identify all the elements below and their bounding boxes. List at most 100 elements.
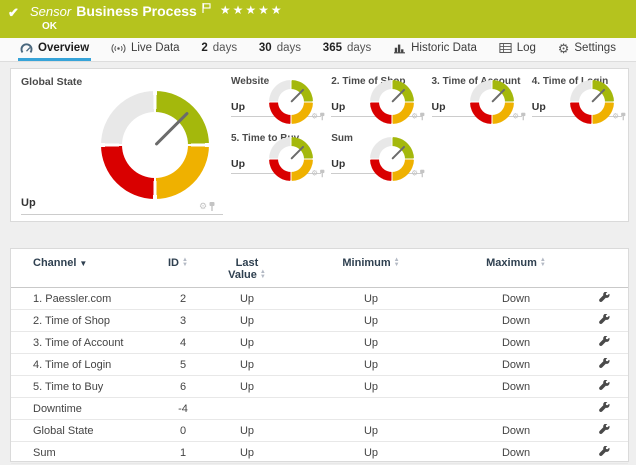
maximum-value: Down <box>501 336 531 349</box>
gauge-value: Up <box>431 101 446 113</box>
channel-name[interactable]: 5. Time to Buy <box>33 380 104 393</box>
table-row[interactable]: 5. Time to Buy 6 Up Up Down <box>11 376 628 398</box>
channel-name[interactable]: Sum <box>33 446 56 459</box>
column-header-id[interactable]: ID ▲ ▼ <box>168 257 198 269</box>
gear-icon[interactable]: ⚙ <box>411 168 419 178</box>
channel-name[interactable]: 3. Time of Account <box>33 336 124 349</box>
channel-name[interactable]: Downtime <box>33 402 82 415</box>
gear-icon[interactable]: ⚙ <box>511 111 519 121</box>
channel-name[interactable]: Global State <box>33 424 94 437</box>
table-row[interactable]: 2. Time of Shop 3 Up Up Down <box>11 310 628 332</box>
pin-icon[interactable] <box>320 169 325 178</box>
edit-channel-wrench-icon[interactable] <box>599 313 610 325</box>
pin-icon[interactable] <box>420 112 425 121</box>
gauge-cell-time-of-login: 4. Time of Login Up ⚙ <box>528 73 628 130</box>
edit-channel-wrench-icon[interactable] <box>599 291 610 303</box>
maximum-value: Down <box>501 358 531 371</box>
gauge-cell-empty <box>528 130 628 187</box>
channel-id: -4 <box>178 402 188 415</box>
column-header-minimum[interactable]: Minimum ▲ ▼ <box>296 257 446 269</box>
sensor-name: Business Process <box>76 3 197 19</box>
channel-name[interactable]: 2. Time of Shop <box>33 314 111 327</box>
table-row[interactable]: Downtime -4 <box>11 398 628 420</box>
pin-icon[interactable] <box>320 112 325 121</box>
gear-icon[interactable]: ⚙ <box>612 111 619 121</box>
gauge-title: 4. Time of Login <box>531 76 609 87</box>
edit-channel-wrench-icon[interactable] <box>599 445 610 457</box>
pin-icon[interactable] <box>209 202 215 211</box>
column-label: Maximum <box>486 257 537 269</box>
channels-table-panel: Channel ▼ ID ▲ ▼ Last Value ▲ ▼ Minimum ▲ ▼ <box>10 248 629 464</box>
edit-channel-wrench-icon[interactable] <box>599 357 610 369</box>
column-header-maximum[interactable]: Maximum ▲ ▼ <box>446 257 586 269</box>
bar-chart-icon <box>393 43 406 54</box>
last-value: Up <box>239 446 255 459</box>
column-header-last-value[interactable]: Last Value ▲ ▼ <box>198 257 296 281</box>
gear-icon[interactable]: ⚙ <box>199 201 208 211</box>
tab-historic-data-label: Historic Data <box>411 42 477 54</box>
table-row[interactable]: 4. Time of Login 5 Up Up Down <box>11 354 628 376</box>
gauge-needle <box>491 88 506 103</box>
tab-historic-data[interactable]: Historic Data <box>391 38 479 61</box>
gauge-cell-time-of-account: 3. Time of Account Up ⚙ <box>428 73 528 130</box>
gear-icon[interactable]: ⚙ <box>311 111 319 121</box>
edit-channel-wrench-icon[interactable] <box>599 379 610 391</box>
status-ok-check-icon: ✔ <box>8 5 19 20</box>
tab-log[interactable]: Log <box>497 38 538 61</box>
edit-channel-wrench-icon[interactable] <box>599 401 610 413</box>
column-header-channel[interactable]: Channel ▼ <box>33 257 168 270</box>
gauge-value: Up <box>21 197 36 209</box>
table-row[interactable]: 3. Time of Account 4 Up Up Down <box>11 332 628 354</box>
priority-stars[interactable]: ★★★★★ <box>219 3 284 17</box>
tab-2-days-number: 2 <box>201 42 208 54</box>
gauge-cell-time-of-shop: 2. Time of Shop Up ⚙ <box>327 73 427 130</box>
channel-name[interactable]: 4. Time of Login <box>33 358 112 371</box>
gauge-cell-sum: Sum Up ⚙ <box>327 130 427 187</box>
maximum-value: Down <box>501 446 531 459</box>
tab-365-days-number: 365 <box>322 42 342 54</box>
gauge-value: Up <box>331 158 346 170</box>
pin-icon[interactable] <box>520 112 526 121</box>
gauge-needle <box>290 88 305 103</box>
divider <box>21 214 223 215</box>
tab-settings-label: Settings <box>574 42 616 54</box>
priority-flag-icon[interactable] <box>202 1 211 16</box>
column-label: Channel <box>33 257 77 269</box>
channel-gauge <box>369 80 414 124</box>
table-row[interactable]: 1. Paessler.com 2 Up Up Down <box>11 288 628 310</box>
channel-id: 1 <box>179 446 187 459</box>
tab-live-data[interactable]: Live Data <box>109 38 182 61</box>
sensor-status-text: OK <box>42 21 57 32</box>
edit-channel-wrench-icon[interactable] <box>599 335 610 347</box>
sort-descending-icon: ▼ <box>79 259 88 268</box>
pin-icon[interactable] <box>420 169 425 178</box>
tab-overview[interactable]: Overview <box>18 38 92 61</box>
channel-name[interactable]: 1. Paessler.com <box>33 292 112 305</box>
tab-365-days[interactable]: 365 days <box>321 38 373 61</box>
pin-icon[interactable] <box>621 112 626 121</box>
gauge-value: Up <box>531 101 546 113</box>
tab-settings[interactable]: ⚙ Settings <box>556 38 618 61</box>
channel-id: 5 <box>179 358 187 371</box>
tab-2-days[interactable]: 2 days <box>199 38 239 61</box>
gauge-needle <box>290 145 305 160</box>
minimum-value: Up <box>363 336 379 349</box>
gear-icon[interactable]: ⚙ <box>311 168 319 178</box>
table-header-row: Channel ▼ ID ▲ ▼ Last Value ▲ ▼ Minimum ▲ ▼ <box>11 249 628 288</box>
sortable-icon: ▲ ▼ <box>539 257 546 268</box>
log-list-icon <box>499 43 512 53</box>
maximum-value: Down <box>501 424 531 437</box>
table-row[interactable]: Global State 0 Up Up Down <box>11 420 628 442</box>
channel-id: 0 <box>179 424 187 437</box>
minimum-value: Up <box>363 380 379 393</box>
gear-icon[interactable]: ⚙ <box>411 111 419 121</box>
tab-30-days[interactable]: 30 days <box>257 38 303 61</box>
channel-gauge <box>269 80 314 124</box>
channel-id: 3 <box>179 314 187 327</box>
table-row[interactable]: Sum 1 Up Up Down <box>11 442 628 464</box>
channel-gauge <box>570 80 614 124</box>
gauge-title: 2. Time of Shop <box>331 76 406 87</box>
edit-channel-wrench-icon[interactable] <box>599 423 610 435</box>
sensor-tabbar: Overview Live Data 2 days 30 days 365 da… <box>0 38 636 62</box>
